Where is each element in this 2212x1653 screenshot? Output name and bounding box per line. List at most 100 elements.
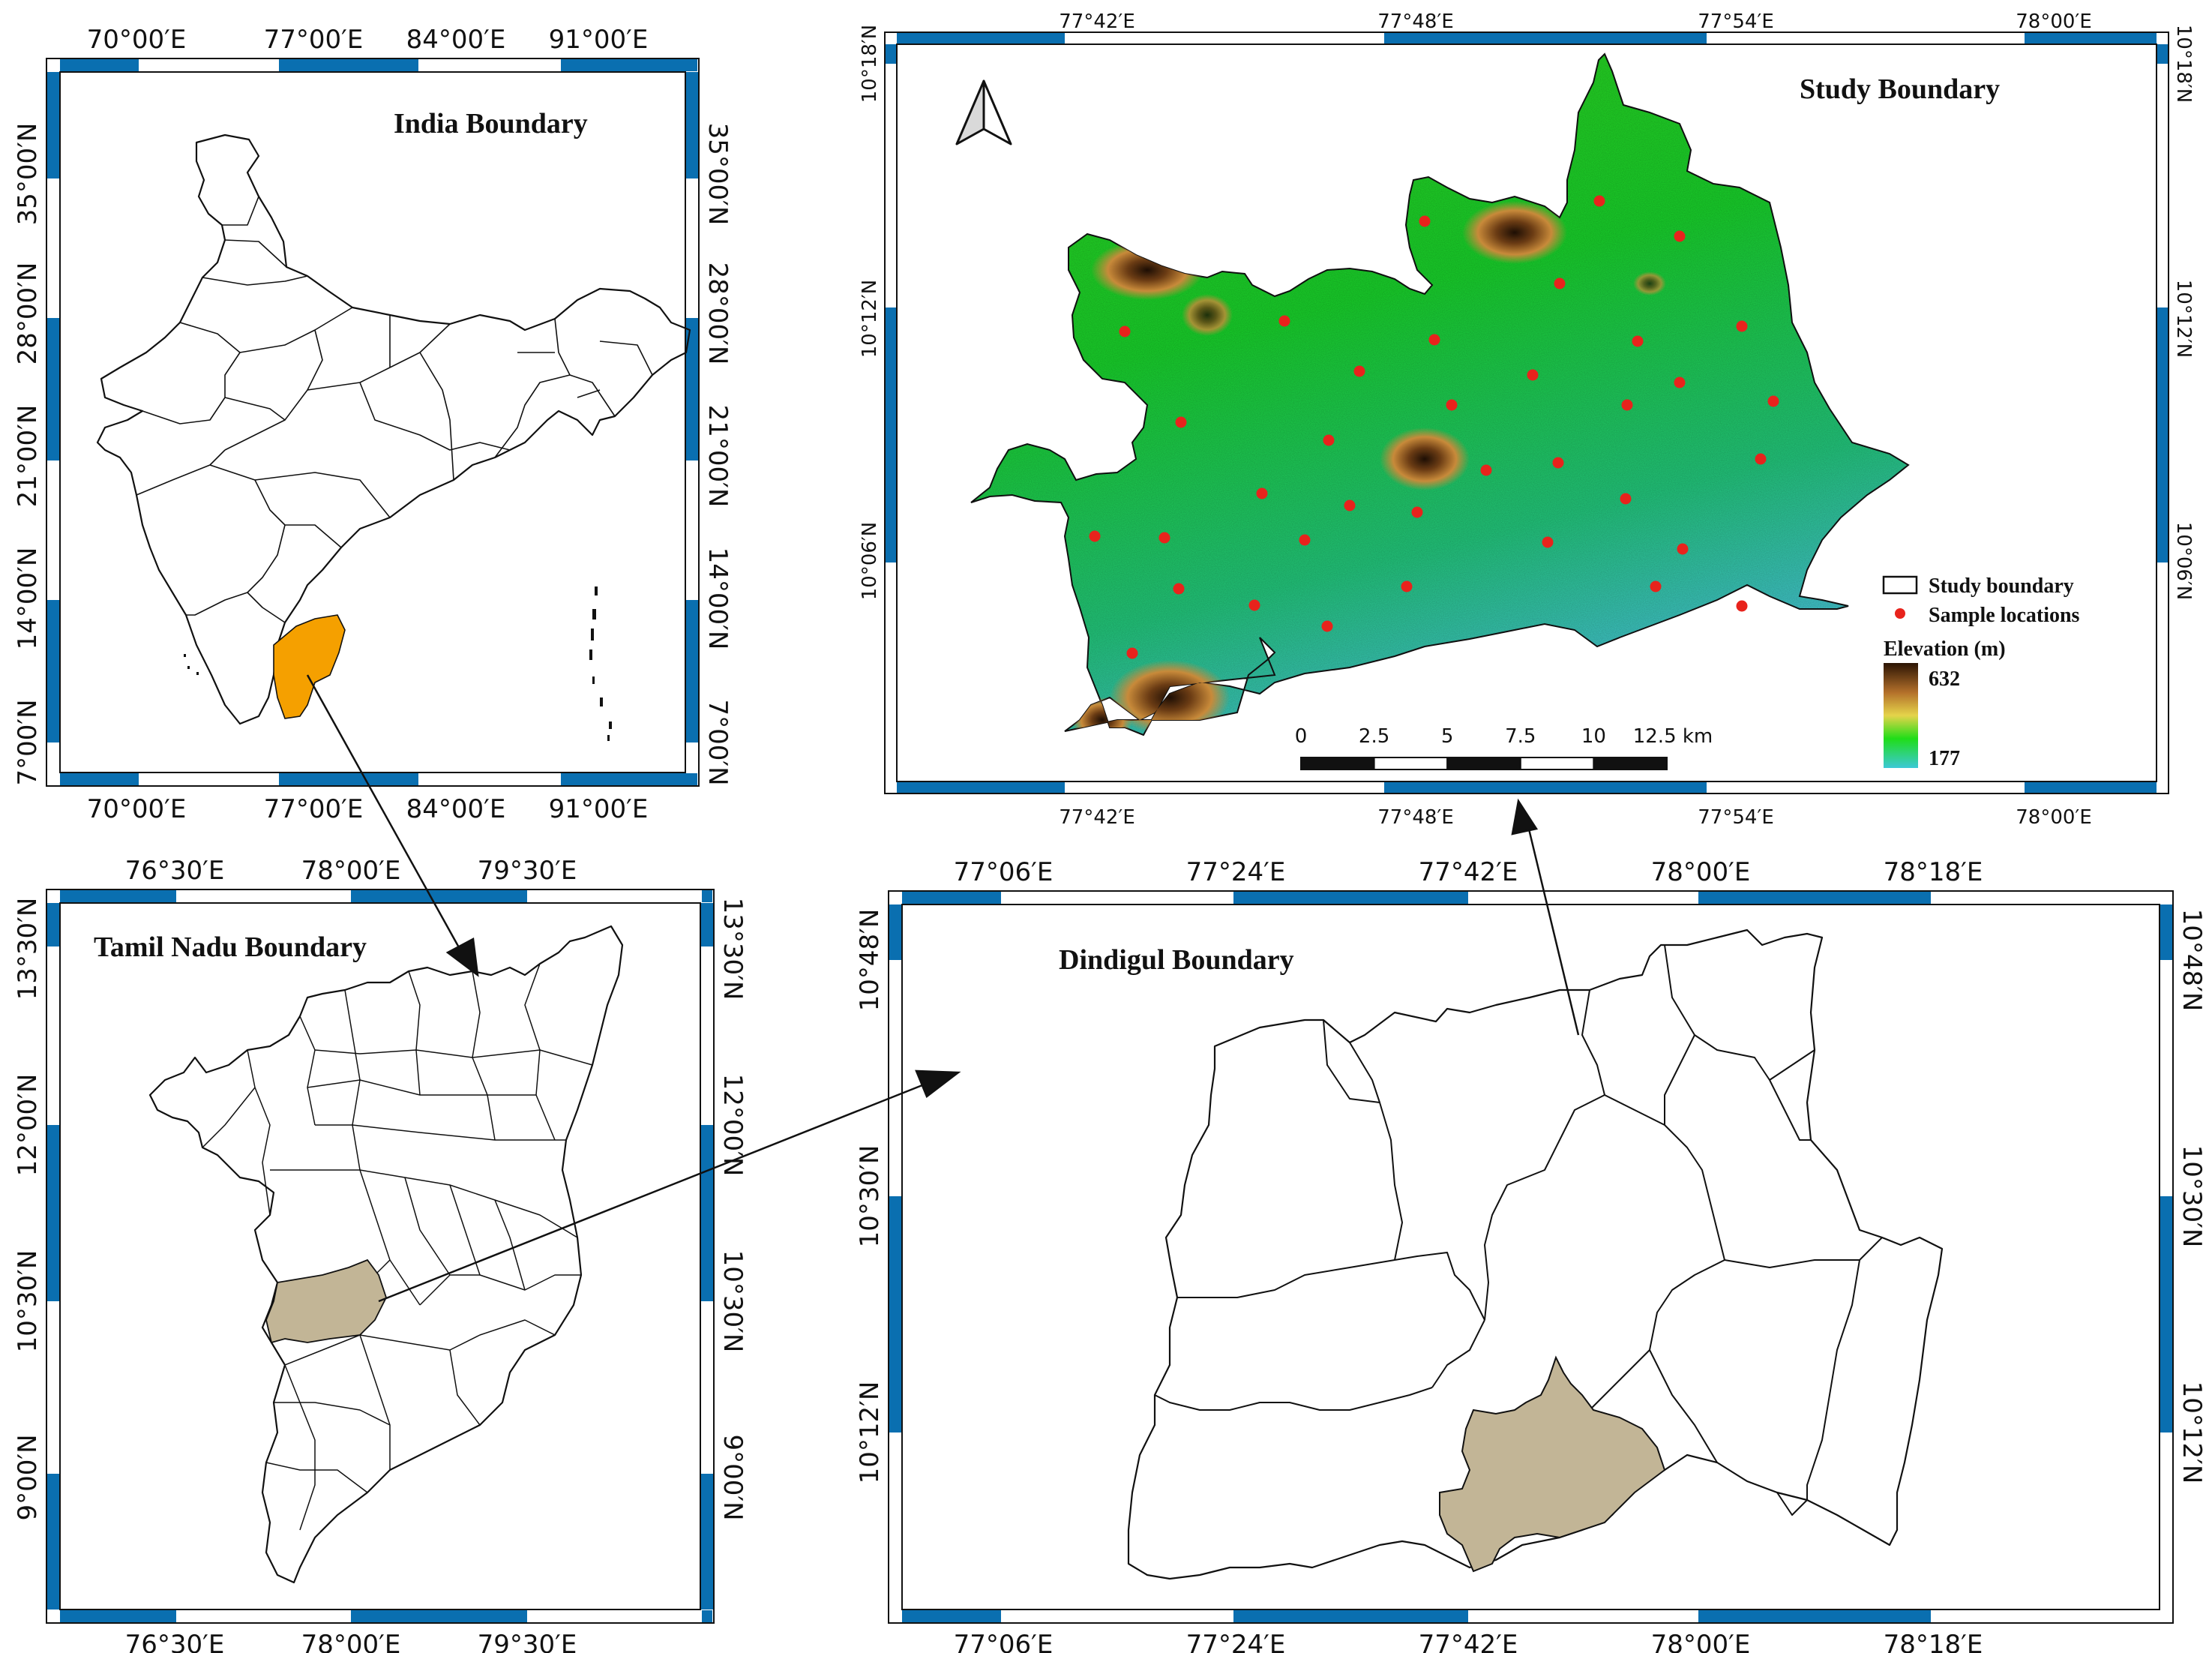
scale-tick-label: 2.5 [1359, 725, 1389, 748]
lat-tick-label: 10°30′N [2177, 1145, 2207, 1248]
sample-point [1736, 600, 1748, 612]
lat-tick-label: 10°12′N [2177, 1382, 2207, 1484]
legend-elev-min: 177 [1929, 747, 1960, 770]
tamil-nadu-title: Tamil Nadu Boundary [94, 932, 367, 963]
lon-tick-label: 78°00′E [301, 1630, 401, 1653]
lat-tick-label: 21°00′N [703, 405, 733, 508]
lon-tick-label: 79°30′E [478, 1630, 577, 1653]
sample-point [1419, 215, 1431, 227]
dindigul-map-frame: 77°06′E 77°06′E 77°24′E 77°24′E 77°42′E 77°42… [855, 857, 2207, 1653]
lat-tick-label: 10°30′N [855, 1145, 885, 1248]
study-map-frame: 77°42′E 77°42′E 77°48′E 77°48′E 77°54′E 77°54… [859, 10, 2195, 829]
dindigul-boundary-shape [1127, 928, 1944, 1580]
lon-tick-label: 77°24′E [1186, 857, 1286, 887]
lon-tick-label: 70°00′E [87, 794, 187, 824]
sample-point [1175, 416, 1187, 428]
sample-point [1344, 500, 1356, 512]
lat-tick-label: 10°18′N [859, 25, 881, 104]
lat-tick-label: 10°06′N [859, 522, 881, 601]
lon-tick-label: 77°24′E [1186, 1630, 1286, 1653]
lat-tick-label: 7°00′N [703, 699, 733, 785]
lat-tick-label: 13°30′N [718, 898, 748, 1000]
lat-tick-label: 10°06′N [2172, 522, 2195, 601]
india-title: India Boundary [394, 108, 588, 140]
tamil-nadu-district-lines [202, 963, 593, 1531]
lat-tick-label: 28°00′N [703, 262, 733, 365]
india-state-lines [136, 196, 653, 623]
lon-tick-label: 77°06′E [954, 857, 1054, 887]
legend-samples-label: Sample locations [1929, 604, 2080, 627]
sample-point [1401, 580, 1413, 592]
lon-tick-label: 77°42′E [1059, 10, 1135, 33]
lat-tick-label: 12°00′N [13, 1074, 43, 1177]
lon-tick-label: 78°00′E [2016, 10, 2092, 33]
sample-point [1089, 530, 1101, 542]
scale-tick-label: 0 [1295, 725, 1308, 748]
sample-point [1446, 399, 1458, 411]
elevation-color-ramp [1884, 663, 1918, 768]
sample-point [1736, 320, 1748, 332]
lat-tick-label: 12°00′N [718, 1074, 748, 1177]
sample-point [1554, 278, 1566, 290]
north-arrow-icon [955, 80, 1012, 146]
lon-tick-label: 78°00′E [2016, 806, 2092, 829]
lon-tick-label: 84°00′E [406, 25, 506, 55]
lat-tick-label: 35°00′N [13, 123, 43, 226]
lon-tick-label: 77°42′E [1419, 857, 1518, 887]
lon-tick-label: 78°00′E [1651, 857, 1751, 887]
tamil-nadu-panel: 76°30′E 76°30′E 78°00′E 78°00′E 79°30′E 79°30… [13, 856, 748, 1653]
lat-tick-label: 10°12′N [859, 280, 881, 358]
lon-tick-label: 77°00′E [264, 794, 364, 824]
sample-point [1527, 369, 1539, 381]
legend-elevation-title: Elevation (m) [1884, 638, 2006, 661]
sample-point [1677, 543, 1689, 555]
dindigul-highlight [265, 1258, 387, 1344]
lat-tick-label: 35°00′N [703, 123, 733, 226]
sample-point [1552, 457, 1564, 469]
study-elevation-raster [970, 52, 1910, 736]
lat-tick-label: 10°18′N [2172, 25, 2195, 104]
lat-tick-label: 9°00′N [718, 1434, 748, 1520]
sample-point [1158, 532, 1170, 544]
india-boundary-shape [96, 134, 691, 725]
lat-tick-label: 10°30′N [13, 1250, 43, 1353]
legend-sample-swatch [1895, 608, 1905, 619]
sample-point [1674, 376, 1686, 388]
sample-point [1428, 334, 1440, 346]
lat-tick-label: 7°00′N [13, 699, 43, 785]
lon-tick-label: 91°00′E [549, 794, 649, 824]
sample-locations [1089, 195, 1779, 659]
scale-tick-label: 12.5 km [1633, 725, 1713, 748]
lat-tick-label: 10°12′N [855, 1382, 885, 1484]
sample-point [1321, 620, 1333, 632]
sample-point [1480, 464, 1492, 476]
arrow-dindigul-to-study [1525, 819, 1580, 1036]
lon-tick-label: 77°54′E [1698, 806, 1774, 829]
lat-tick-label: 10°30′N [718, 1250, 748, 1353]
arrow-tamilnadu-to-dindigul [378, 1081, 931, 1303]
tamil-nadu-boundary-shape [148, 925, 624, 1584]
lon-tick-label: 78°18′E [1884, 1630, 1983, 1653]
study-legend: Study boundary Sample locations Elevatio… [1882, 574, 2080, 770]
scale-tick-label: 7.5 [1505, 725, 1536, 748]
study-title: Study Boundary [1800, 74, 2000, 105]
lon-tick-label: 78°00′E [301, 856, 401, 886]
sample-point [1542, 536, 1554, 548]
lon-tick-label: 79°30′E [478, 856, 577, 886]
lon-tick-label: 84°00′E [406, 794, 506, 824]
sample-point [1767, 395, 1779, 407]
lat-tick-label: 10°48′N [2177, 909, 2207, 1012]
lon-tick-label: 76°30′E [125, 856, 225, 886]
lat-tick-label: 28°00′N [13, 262, 43, 365]
india-panel: 70°00′E 70°00′E 77°00′E 77°00′E 84°00′E 84°00… [13, 25, 733, 824]
sample-point [1126, 647, 1138, 659]
study-panel: 77°42′E 77°42′E 77°48′E 77°48′E 77°54′E 77°54… [859, 10, 2195, 829]
lon-tick-label: 77°48′E [1377, 10, 1454, 33]
study-area-highlight [1439, 1355, 1666, 1573]
sample-point [1650, 580, 1662, 592]
lon-tick-label: 91°00′E [549, 25, 649, 55]
india-map-frame: 70°00′E 70°00′E 77°00′E 77°00′E 84°00′E 84°00… [13, 25, 733, 824]
lat-tick-label: 21°00′N [13, 405, 43, 508]
lat-tick-label: 14°00′N [703, 548, 733, 650]
